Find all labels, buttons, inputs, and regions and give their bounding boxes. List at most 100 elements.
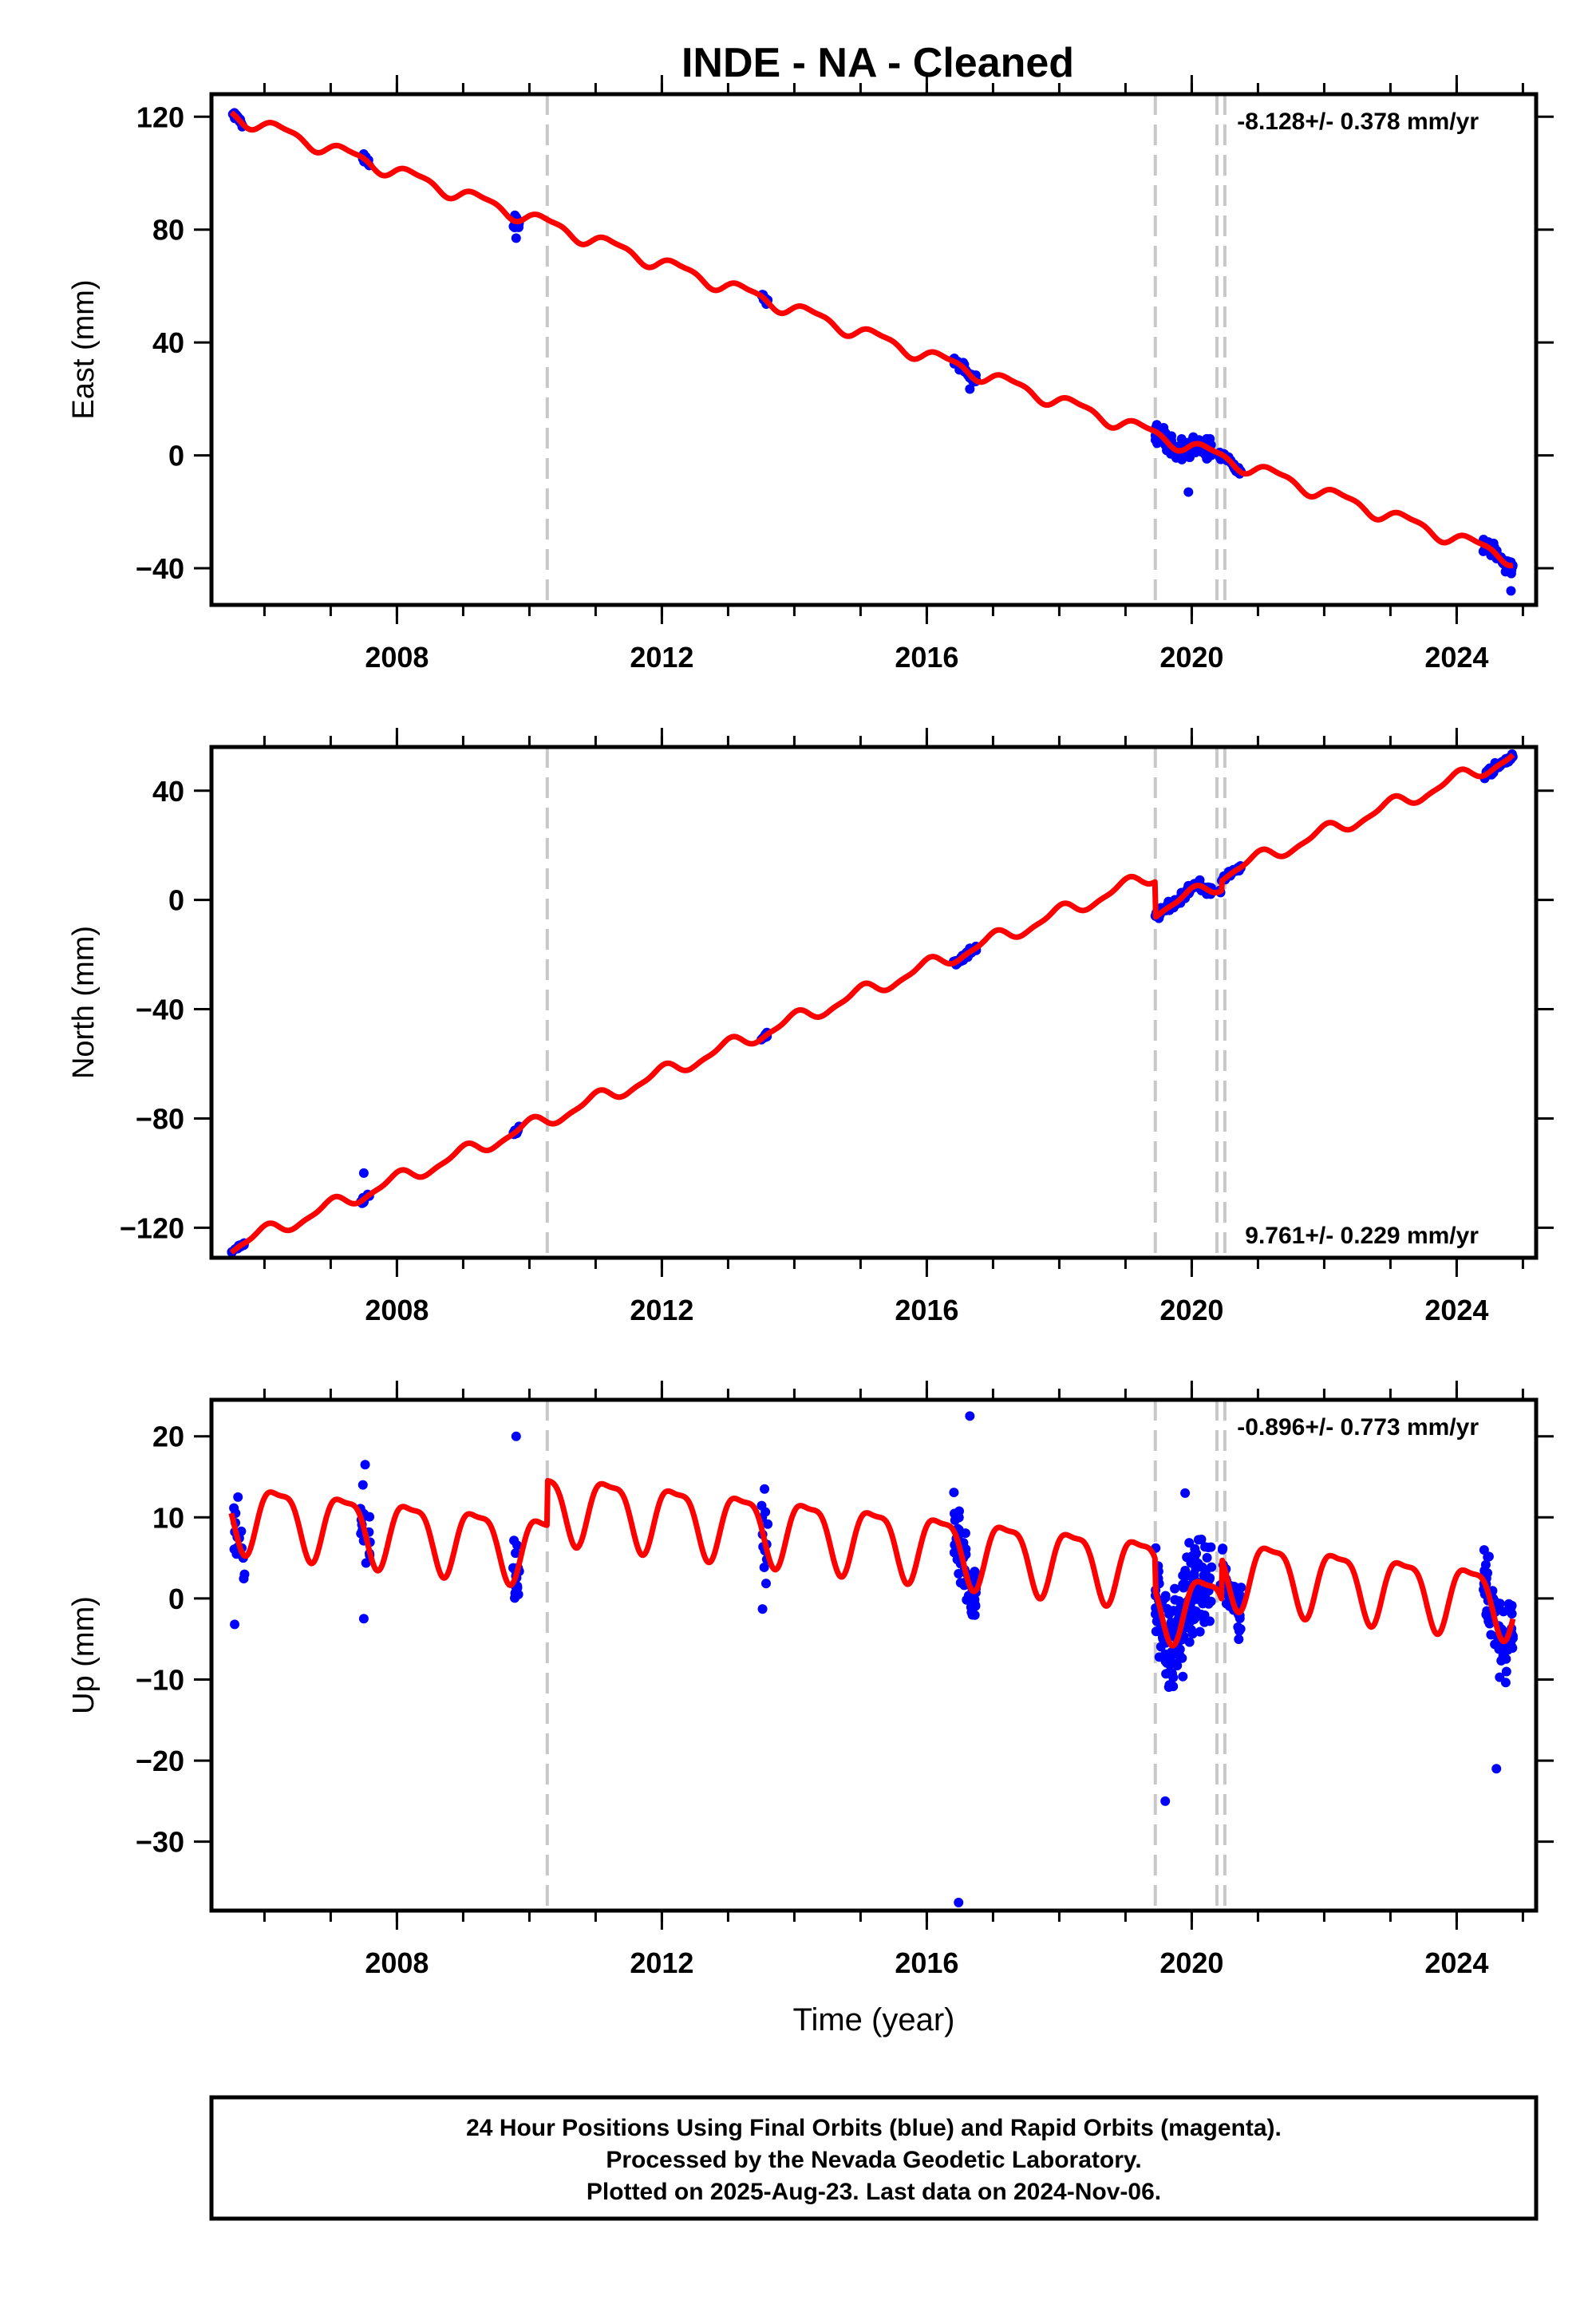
data-point — [970, 1610, 980, 1620]
x-tick-label: 2008 — [365, 1294, 429, 1326]
x-tick-label: 2024 — [1424, 641, 1488, 674]
data-point — [1160, 1796, 1171, 1806]
data-point — [1189, 1568, 1199, 1579]
x-axis-label: Time (year) — [793, 2002, 955, 2037]
x-tick-label: 2012 — [630, 1946, 693, 1979]
data-point — [1491, 1764, 1502, 1774]
data-point — [1506, 1641, 1516, 1651]
panels: 2008 2012 2016 2020 2024 −40 0 40 80 120 East (mm)… — [67, 75, 1554, 2037]
data-points — [227, 108, 1518, 596]
data-point — [358, 1480, 368, 1490]
velocity-label: -0.896+/- 0.773 mm/yr — [1237, 1414, 1479, 1441]
data-point — [1203, 453, 1213, 464]
data-point — [1499, 1607, 1509, 1617]
plot-frame — [209, 1397, 1539, 1913]
data-point — [757, 1604, 768, 1614]
data-point — [1193, 1535, 1203, 1545]
plot-frame — [209, 92, 1539, 607]
data-point — [760, 1579, 771, 1589]
y-tick-label: −40 — [136, 552, 184, 585]
data-point — [1506, 586, 1516, 596]
x-tick-label: 2024 — [1424, 1946, 1488, 1979]
data-point — [1206, 1596, 1216, 1607]
y-tick-label: 80 — [152, 214, 184, 247]
data-point — [759, 1562, 769, 1572]
y-tick-label: −20 — [136, 1745, 184, 1777]
data-point — [760, 1484, 770, 1494]
data-point — [511, 1548, 521, 1559]
x-tick-label: 2016 — [895, 641, 958, 674]
x-tick-label: 2008 — [365, 1946, 429, 1979]
data-point — [965, 1411, 975, 1421]
x-tick-label: 2024 — [1424, 1294, 1488, 1326]
data-point — [1164, 1609, 1175, 1619]
x-tick-label: 2012 — [630, 1294, 693, 1326]
panel-north: 2008 2012 2016 2020 2024 −120 −80 −40 0 40 North (… — [67, 728, 1554, 1326]
data-point — [360, 1460, 370, 1470]
data-point — [230, 1619, 240, 1630]
y-tick-label: 120 — [136, 101, 184, 133]
x-tick-label: 2016 — [895, 1946, 958, 1979]
model-fit-line — [229, 110, 1515, 569]
data-point — [1199, 1617, 1210, 1627]
data-point — [1221, 1599, 1231, 1609]
x-tick-label: 2020 — [1159, 1294, 1223, 1326]
y-tick-label: −120 — [120, 1211, 184, 1244]
data-point — [511, 233, 521, 243]
data-point — [1195, 1626, 1205, 1637]
data-point — [1196, 1562, 1207, 1572]
data-point — [962, 1595, 972, 1605]
figure-title: INDE - NA - Cleaned — [681, 40, 1074, 86]
data-point — [1152, 1616, 1162, 1626]
y-tick-label: −40 — [136, 994, 184, 1026]
data-point — [512, 1583, 523, 1593]
data-point — [358, 1168, 369, 1178]
data-point — [1501, 1666, 1511, 1677]
data-point — [1191, 1606, 1201, 1616]
y-tick-label: 0 — [168, 1583, 184, 1615]
footer-line-2: Processed by the Nevada Geodetic Laborat… — [606, 2147, 1141, 2173]
data-point — [1235, 1591, 1246, 1601]
data-point — [1184, 1637, 1195, 1647]
panel-up: 2008 2012 2016 2020 2024 −30 −20 −10 0 10 20 Up (mm… — [67, 1381, 1554, 2037]
data-point — [1183, 487, 1194, 497]
data-point — [1235, 1624, 1246, 1634]
data-point — [1182, 1552, 1192, 1563]
data-point — [1207, 1562, 1217, 1572]
velocity-label: 9.761+/- 0.229 mm/yr — [1245, 1223, 1479, 1249]
data-point — [1168, 1646, 1179, 1656]
data-point — [1178, 1671, 1188, 1682]
x-tick-label: 2016 — [895, 1294, 958, 1326]
y-tick-label: 0 — [168, 884, 184, 917]
data-point — [1184, 1538, 1195, 1548]
y-tick-label: 40 — [152, 326, 184, 359]
data-point — [1501, 1654, 1511, 1664]
data-point — [361, 1558, 371, 1568]
data-point — [1483, 1567, 1493, 1578]
data-point — [1503, 1599, 1514, 1609]
data-point — [949, 1488, 959, 1498]
data-point — [1236, 1583, 1246, 1593]
data-point — [239, 1569, 250, 1579]
y-tick-label: −10 — [136, 1663, 184, 1696]
data-point — [1482, 1606, 1492, 1616]
data-point — [969, 1600, 979, 1611]
data-point — [509, 1535, 519, 1546]
data-point — [1151, 1626, 1161, 1637]
data-point — [1234, 1634, 1244, 1644]
data-point — [1191, 1548, 1202, 1559]
y-axis-label: East (mm) — [67, 279, 101, 419]
data-point — [954, 1568, 964, 1579]
x-tick-label: 2020 — [1159, 1946, 1223, 1979]
data-point — [1174, 1596, 1184, 1607]
data-point — [1479, 1545, 1489, 1555]
x-tick-label: 2020 — [1159, 641, 1223, 674]
data-point — [1181, 1571, 1191, 1582]
y-tick-label: −80 — [136, 1102, 184, 1135]
data-point — [233, 1492, 243, 1502]
footer-line-3: Plotted on 2025-Aug-23. Last data on 202… — [587, 2179, 1161, 2205]
data-point — [1170, 1583, 1180, 1594]
data-point — [954, 1897, 964, 1907]
y-axis-label: North (mm) — [67, 926, 101, 1079]
